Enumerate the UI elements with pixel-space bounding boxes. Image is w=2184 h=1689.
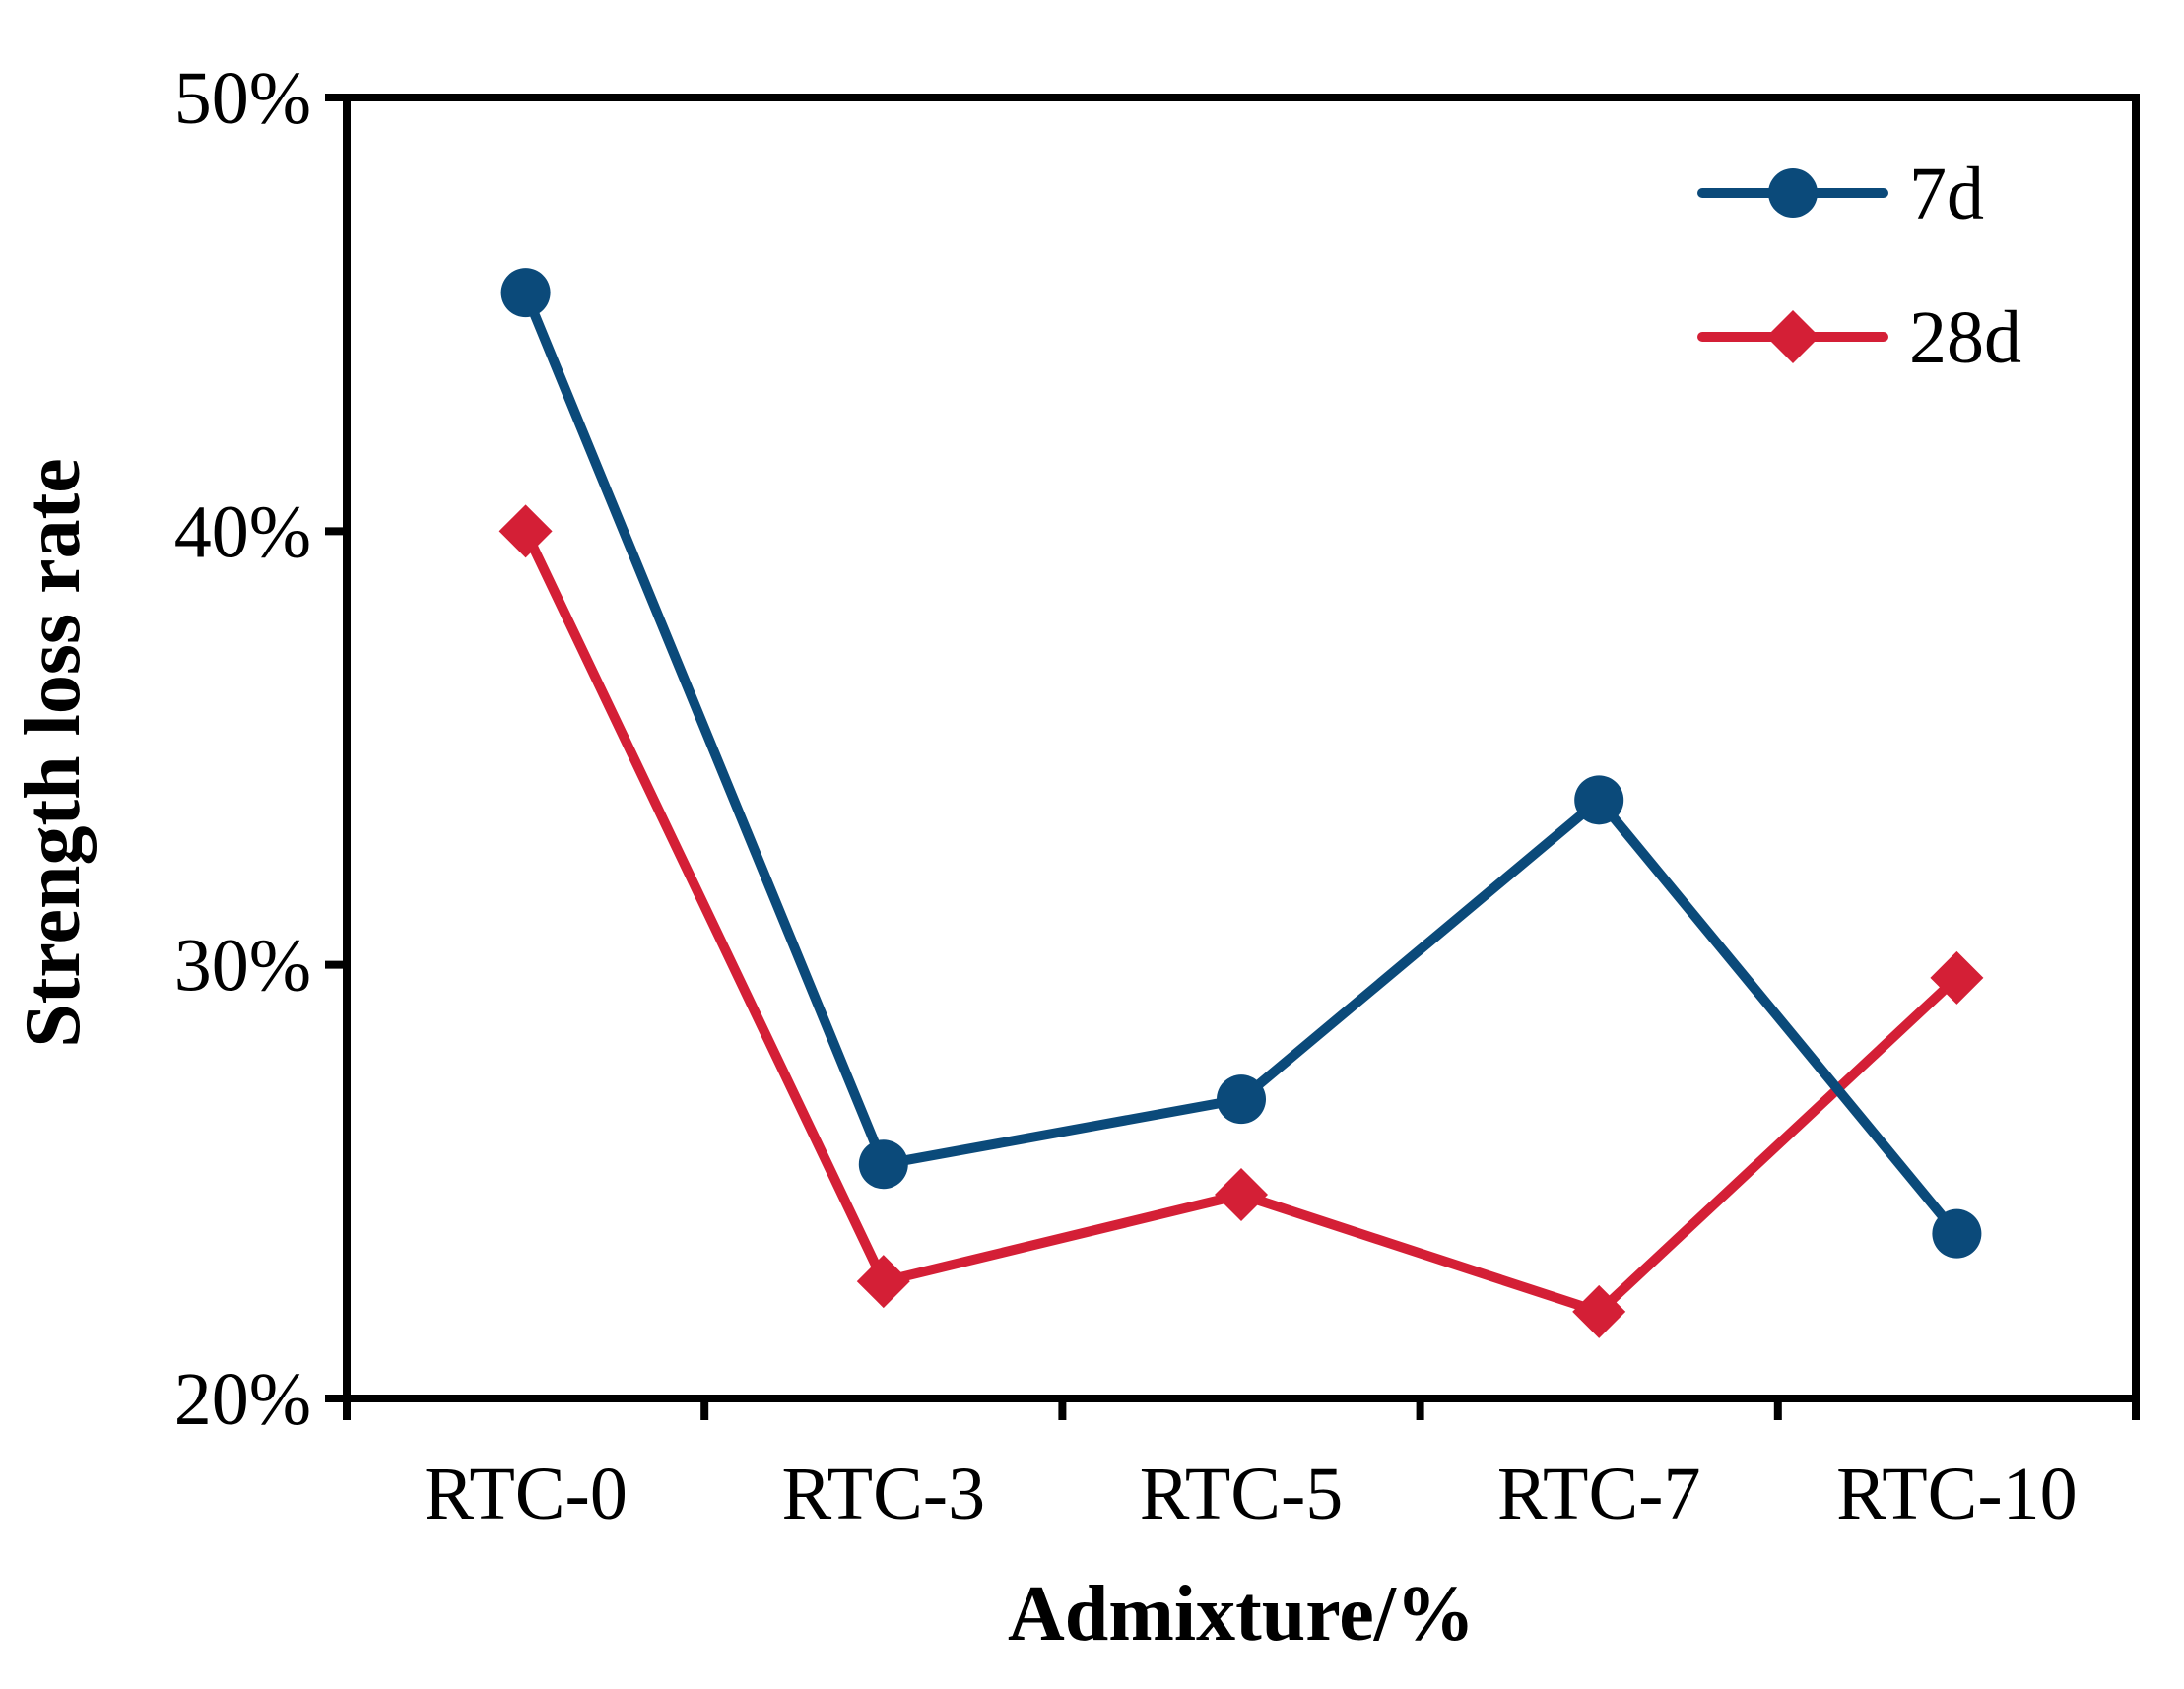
data-point-7d-rtc-5 [1217,1074,1266,1125]
legend: 7d 28d [1697,153,2021,379]
plot-frame [343,94,2140,1402]
series-7d [500,268,1982,1259]
y-axis-ticks: 20% 30% 40% 50% [174,57,347,1441]
data-point-28d-rtc-7 [1572,1284,1626,1338]
data-point-28d-rtc-5 [1215,1168,1268,1222]
legend-marker [1768,168,1818,218]
series-28d [498,504,1984,1338]
y-tick-label: 20% [174,1358,311,1441]
data-point-7d-rtc-0 [500,268,551,318]
x-tick-label: RTC-10 [1836,1453,2078,1535]
legend-item-28d: 28d [1697,296,2021,379]
legend-label: 7d [1909,153,1984,235]
x-tick-label: RTC-5 [1140,1453,1344,1535]
legend-item-7d: 7d [1697,153,1984,235]
x-tick-label: RTC-3 [782,1453,986,1535]
data-point-7d-rtc-3 [858,1139,908,1190]
plot-area [343,94,2140,1402]
legend-marker [1766,310,1820,363]
y-tick-label: 40% [174,490,311,573]
data-point-7d-rtc-7 [1574,775,1624,825]
data-point-28d-rtc-0 [498,504,553,558]
x-tick-label: RTC-7 [1497,1453,1701,1535]
x-axis-title: Admixture/% [1008,1571,1475,1657]
y-tick-label: 30% [174,925,311,1007]
y-tick-label: 50% [174,57,311,140]
data-point-28d-rtc-10 [1930,950,1984,1005]
x-tick-label: RTC-0 [424,1453,628,1535]
legend-label: 28d [1909,296,2021,379]
series-layer [498,268,1984,1338]
y-axis-title: Strength loss rate [10,458,97,1047]
data-point-28d-rtc-3 [856,1255,910,1309]
data-point-7d-rtc-10 [1932,1208,1982,1259]
x-axis-ticks: RTC-0 RTC-3 RTC-5 RTC-7 RTC-10 [343,1398,2140,1535]
